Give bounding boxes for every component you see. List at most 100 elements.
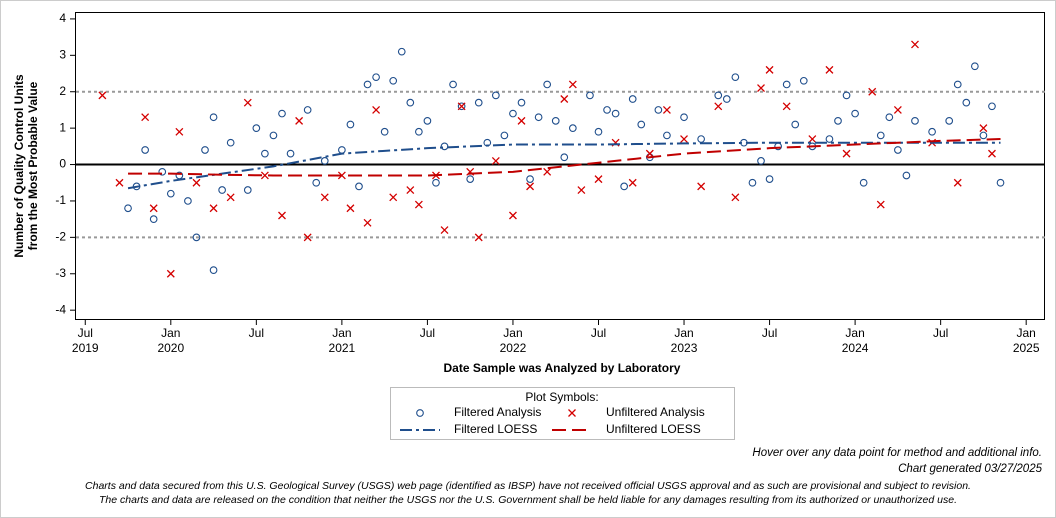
point (971, 62, 979, 71)
x-tick-label: Jul (420, 326, 435, 340)
point (449, 80, 457, 89)
x-tick-label: Jul (249, 326, 264, 340)
legend-label: Unfiltered LOESS (606, 422, 701, 436)
point (876, 131, 885, 140)
point (303, 233, 312, 242)
point (508, 211, 517, 220)
point-cross (372, 105, 381, 114)
point-cross (389, 193, 398, 202)
x-tick-label: Jan (332, 326, 351, 340)
point (440, 226, 449, 235)
y-axis-title: Number of Quality Control Units (12, 74, 26, 258)
point (868, 87, 877, 96)
point (415, 127, 423, 136)
point (560, 153, 569, 162)
point (953, 80, 962, 89)
point (175, 127, 184, 136)
point-cross (98, 91, 107, 100)
point (979, 131, 988, 140)
disclaimer: The charts and data are released on the … (99, 494, 957, 506)
point-cross (577, 186, 586, 194)
point (945, 117, 954, 125)
point (543, 167, 552, 176)
point (372, 73, 380, 82)
point-cross (680, 135, 688, 144)
point (218, 186, 226, 194)
point (209, 113, 218, 122)
x-tick-label: Jan (674, 326, 693, 340)
point (543, 80, 552, 89)
x-tick-label: Jul (762, 326, 777, 340)
point-cross (714, 102, 723, 111)
point (748, 178, 757, 187)
point-cross (765, 65, 774, 74)
point (765, 175, 774, 183)
point (149, 204, 158, 213)
point (834, 117, 842, 125)
point (278, 109, 286, 118)
point-cross (260, 171, 269, 180)
point (893, 105, 902, 114)
point-cross (782, 102, 791, 111)
point (457, 102, 466, 111)
point (115, 178, 124, 187)
point (577, 186, 586, 194)
point-cross (226, 193, 235, 202)
point (568, 124, 577, 132)
point (782, 102, 791, 111)
point (432, 178, 440, 187)
point (526, 175, 534, 183)
point (731, 193, 740, 202)
point-cross (645, 149, 654, 158)
point (474, 233, 483, 242)
point-cross (243, 98, 252, 107)
point (534, 113, 543, 122)
point (303, 106, 312, 114)
point (243, 186, 252, 194)
point (423, 117, 432, 125)
point-cross (842, 149, 851, 158)
point-cross (115, 178, 124, 187)
point-cross (346, 204, 355, 213)
point (603, 106, 611, 114)
point (782, 80, 791, 89)
point-cross (808, 135, 817, 144)
point (885, 113, 894, 122)
point (842, 149, 851, 158)
point-cross (141, 113, 150, 122)
point (979, 124, 988, 133)
x-tick-label: Jan (845, 326, 864, 340)
loess-line (128, 138, 1001, 177)
y-tick-label: 1 (59, 120, 66, 134)
point-cross (295, 116, 304, 125)
x-tick-label: Jul (78, 326, 93, 340)
point-cross (568, 80, 577, 89)
point (654, 106, 663, 114)
loess-line (127, 141, 1001, 190)
plot-frame (75, 12, 1045, 320)
point (662, 105, 671, 114)
x-tick-label: Jul (933, 326, 948, 340)
point-cross (192, 178, 201, 187)
point-cross (414, 200, 423, 209)
point (628, 95, 637, 103)
point (243, 98, 252, 107)
point (372, 105, 381, 114)
point (192, 178, 201, 187)
x-tick-sublabel: 2025 (1013, 341, 1040, 355)
point (757, 84, 765, 93)
point (551, 117, 560, 125)
point-cross (440, 226, 449, 235)
point-cross (560, 95, 569, 103)
point (261, 149, 269, 158)
point (363, 80, 372, 89)
point (474, 98, 483, 107)
point (911, 40, 919, 49)
point (628, 178, 637, 187)
point-cross (526, 182, 535, 191)
point-cross (988, 149, 996, 158)
point (141, 113, 150, 122)
point (226, 138, 235, 147)
point-cross (979, 124, 988, 133)
point-cross (363, 218, 372, 227)
